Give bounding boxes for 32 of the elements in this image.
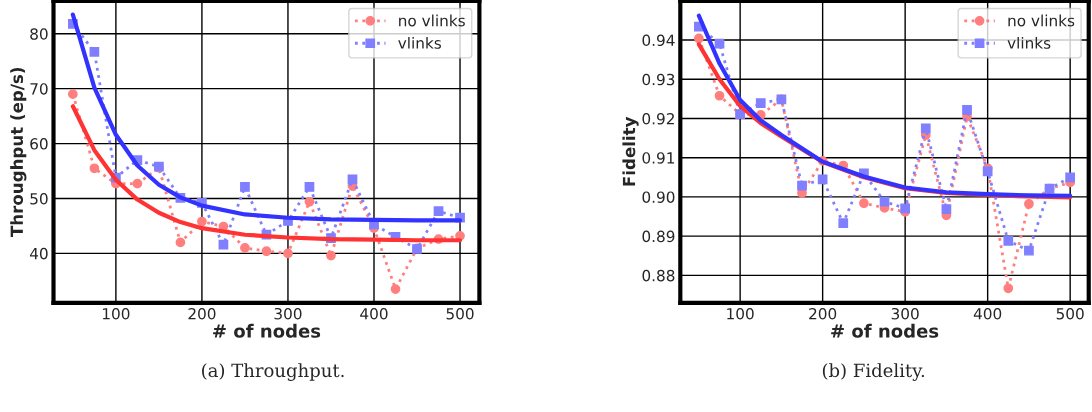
y-tick-label: 50 bbox=[30, 192, 48, 205]
x-tick-label: 200 bbox=[809, 307, 837, 320]
y-axis-title: Fidelity bbox=[622, 116, 639, 186]
x-tick-label: 500 bbox=[446, 307, 474, 320]
y-tick-label: 0.89 bbox=[642, 230, 675, 243]
y-axis-title: Throughput (ep/s) bbox=[10, 67, 27, 238]
y-tick-label: 0.91 bbox=[642, 152, 675, 164]
legend-label: no vlinks bbox=[1008, 14, 1075, 27]
x-axis-title: # of nodes bbox=[831, 323, 939, 338]
y-tick-label: 60 bbox=[30, 138, 48, 150]
x-tick-label: 400 bbox=[973, 307, 1002, 320]
x-tick-label: 400 bbox=[360, 307, 388, 320]
legend-label: vlinks bbox=[1007, 37, 1051, 49]
y-tick-label: 0.88 bbox=[642, 269, 675, 282]
x-axis-title: # of nodes bbox=[213, 323, 321, 338]
text: (a) Throughput. bbox=[202, 363, 344, 381]
legend-label: vlinks bbox=[398, 37, 442, 49]
x-tick-label: 500 bbox=[1056, 307, 1084, 320]
y-tick-label: 70 bbox=[30, 83, 48, 95]
y-tick-label: 0.90 bbox=[642, 191, 675, 203]
x-tick-label: 200 bbox=[188, 307, 216, 320]
y-tick-label: 0.93 bbox=[642, 73, 675, 86]
y-tick-label: 40 bbox=[29, 247, 48, 260]
text: (b) Fidelity. bbox=[822, 363, 925, 381]
x-tick-label: 300 bbox=[274, 307, 302, 320]
x-tick-label: 300 bbox=[891, 307, 919, 320]
x-tick-label: 100 bbox=[727, 307, 754, 320]
x-tick-label: 100 bbox=[102, 307, 130, 320]
legend-label: no vlinks bbox=[399, 14, 465, 27]
y-tick-label: 80 bbox=[30, 28, 48, 40]
y-tick-label: 0.92 bbox=[642, 112, 674, 125]
y-tick-label: 0.94 bbox=[642, 34, 675, 47]
